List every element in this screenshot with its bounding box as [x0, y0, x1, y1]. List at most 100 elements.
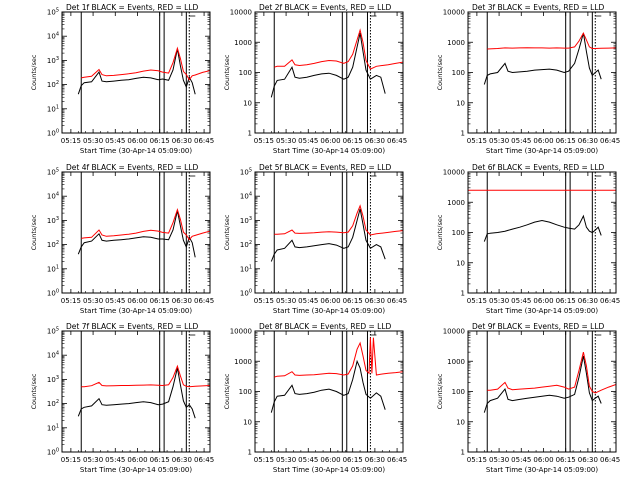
x-tick-label: 06:15 — [150, 137, 170, 145]
y-tick-label: 1 — [461, 449, 465, 457]
y-tick-label: 101 — [240, 264, 252, 273]
y-tick-label: 1 — [248, 130, 252, 138]
y-tick-label: 100 — [47, 448, 59, 457]
x-tick-label: 06:30 — [365, 297, 385, 305]
x-tick-label: 06:15 — [556, 456, 576, 464]
x-tick-label: 06:15 — [343, 456, 363, 464]
x-axis-label: Start Time (30-Apr-14 05:09:00) — [486, 466, 598, 474]
lld-series-line — [81, 364, 210, 388]
y-tick-label: 102 — [47, 80, 59, 89]
x-axis-label: Start Time (30-Apr-14 05:09:00) — [486, 307, 598, 315]
x-tick-label: 06:30 — [578, 456, 598, 464]
plot-frame — [467, 171, 617, 294]
x-tick-label: 06:45 — [600, 456, 620, 464]
x-tick-label: 05:30 — [276, 456, 296, 464]
x-tick-label: 05:15 — [61, 297, 81, 305]
panel-title: Det 1f BLACK = Events, RED = LLD — [66, 3, 199, 12]
x-tick-label: 05:45 — [105, 137, 125, 145]
x-tick-label: 06:45 — [194, 137, 214, 145]
plot-frame — [61, 11, 211, 134]
y-tick-label: 100 — [239, 69, 252, 77]
x-tick-label: 06:30 — [172, 137, 192, 145]
x-axis-label: Start Time (30-Apr-14 05:09:00) — [486, 147, 598, 155]
plot-frame — [467, 330, 617, 453]
x-tick-label: 06:15 — [150, 456, 170, 464]
lld-series-line — [81, 207, 210, 241]
y-axis-label: Counts/sec — [30, 373, 38, 409]
events-series-line — [483, 214, 602, 242]
panel-det-1: Det 1f BLACK = Events, RED = LLD Counts/s… — [30, 3, 214, 155]
panel-det-2: Det 2f BLACK = Events, RED = LLD Counts/s… — [223, 3, 407, 155]
y-tick-label: 1000 — [447, 358, 465, 366]
x-axis-label: Start Time (30-Apr-14 05:09:00) — [273, 307, 385, 315]
x-tick-label: 06:00 — [533, 297, 553, 305]
y-tick-label: 105 — [240, 168, 252, 177]
x-tick-label: 06:30 — [365, 456, 385, 464]
events-series-line — [77, 210, 196, 258]
y-tick-label: 1000 — [234, 358, 252, 366]
x-tick-label: 06:45 — [387, 137, 407, 145]
y-tick-label: 103 — [47, 216, 59, 225]
y-tick-label: 105 — [47, 8, 59, 17]
lld-series-line — [487, 351, 616, 394]
y-tick-label: 10000 — [443, 328, 465, 336]
y-tick-label: 103 — [47, 56, 59, 65]
x-tick-label: 06:45 — [600, 297, 620, 305]
y-tick-label: 100 — [240, 289, 252, 298]
y-tick-label: 10 — [243, 99, 252, 107]
plot-frame — [61, 171, 211, 294]
y-tick-label: 100 — [47, 289, 59, 298]
lld-series-line — [274, 337, 403, 378]
plot-frame — [254, 330, 404, 453]
x-tick-label: 06:30 — [172, 456, 192, 464]
x-tick-label: 05:45 — [298, 297, 318, 305]
x-tick-label: 05:30 — [489, 297, 509, 305]
lld-series-line — [487, 31, 616, 50]
y-axis-label: Counts/sec — [223, 214, 231, 250]
y-tick-label: 1000 — [234, 39, 252, 47]
panel-title: Det 6f BLACK = Events, RED = LLD — [472, 163, 605, 172]
x-axis-label: Start Time (30-Apr-14 05:09:00) — [80, 466, 192, 474]
plot-frame — [61, 330, 211, 453]
panel-title: Det 8f BLACK = Events, RED = LLD — [259, 322, 392, 331]
y-tick-label: 103 — [47, 375, 59, 384]
events-series-line — [270, 359, 386, 413]
x-tick-label: 05:30 — [83, 456, 103, 464]
y-axis-label: Counts/sec — [30, 54, 38, 90]
panel-title: Det 7f BLACK = Events, RED = LLD — [66, 322, 199, 331]
y-tick-label: 105 — [47, 168, 59, 177]
y-tick-label: 101 — [47, 264, 59, 273]
y-tick-label: 10 — [456, 418, 465, 426]
y-tick-label: 10000 — [230, 328, 252, 336]
x-tick-label: 05:15 — [61, 137, 81, 145]
x-tick-label: 06:30 — [365, 137, 385, 145]
lld-series-line — [274, 204, 403, 236]
events-series-line — [483, 32, 602, 85]
x-tick-label: 06:45 — [194, 297, 214, 305]
y-tick-label: 104 — [47, 192, 59, 201]
x-tick-label: 05:30 — [489, 456, 509, 464]
y-tick-label: 103 — [240, 216, 252, 225]
panel-title: Det 4f BLACK = Events, RED = LLD — [66, 163, 199, 172]
x-tick-label: 05:45 — [511, 137, 531, 145]
panel-title: Det 9f BLACK = Events, RED = LLD — [472, 322, 605, 331]
y-tick-label: 10 — [456, 99, 465, 107]
x-tick-label: 05:45 — [511, 456, 531, 464]
x-axis-label: Start Time (30-Apr-14 05:09:00) — [273, 466, 385, 474]
plot-frame — [467, 11, 617, 134]
y-tick-label: 1 — [461, 290, 465, 298]
panel-det-8: Det 8f BLACK = Events, RED = LLD Counts/s… — [223, 322, 407, 474]
y-axis-label: Counts/sec — [223, 373, 231, 409]
x-axis-label: Start Time (30-Apr-14 05:09:00) — [80, 307, 192, 315]
x-tick-label: 06:00 — [127, 137, 147, 145]
plot-frame — [254, 11, 404, 134]
x-tick-label: 06:15 — [556, 297, 576, 305]
y-tick-label: 104 — [47, 351, 59, 360]
x-tick-label: 05:45 — [298, 137, 318, 145]
y-tick-label: 101 — [47, 423, 59, 432]
x-tick-label: 05:45 — [511, 297, 531, 305]
x-tick-label: 05:15 — [467, 297, 487, 305]
y-tick-label: 100 — [452, 69, 465, 77]
panel-det-6: Det 6f BLACK = Events, RED = LLD Counts/s… — [436, 163, 620, 315]
